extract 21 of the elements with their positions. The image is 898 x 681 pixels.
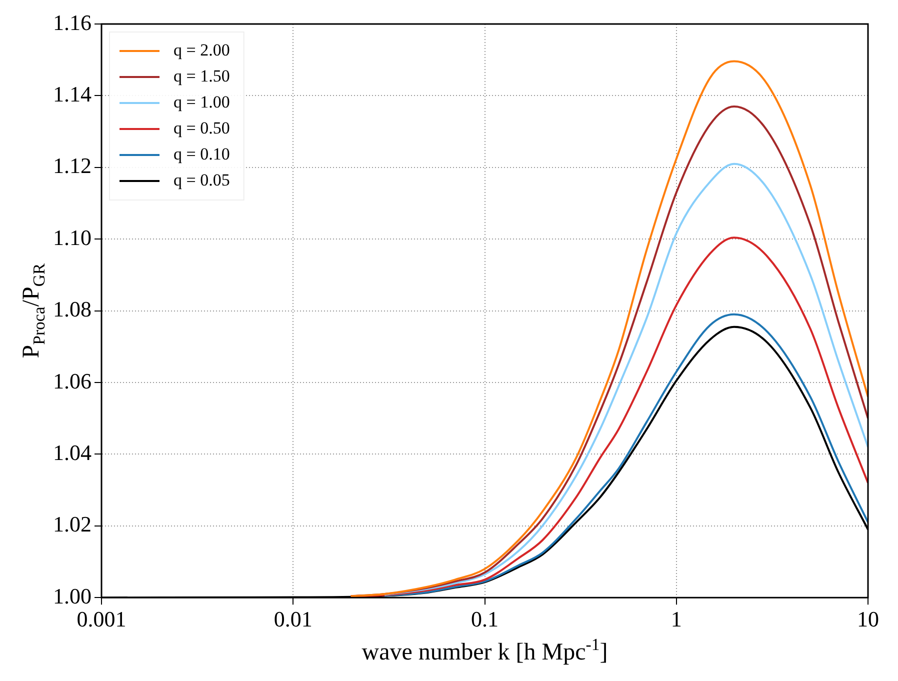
legend-label: q = 1.00 — [174, 92, 230, 112]
x-tick-label: 0.1 — [471, 606, 498, 632]
x-tick-label: 1 — [670, 606, 682, 632]
y-tick-label: 1.12 — [53, 153, 92, 178]
legend-label: q = 2.00 — [174, 40, 230, 60]
legend-label: q = 0.10 — [174, 144, 230, 164]
x-tick-label: 0.01 — [274, 606, 312, 632]
y-tick-label: 1.14 — [53, 81, 92, 106]
y-tick-label: 1.02 — [53, 512, 92, 537]
x-tick-label: 10 — [857, 606, 879, 632]
y-tick-label: 1.10 — [53, 224, 92, 250]
y-tick-label: 1.00 — [53, 583, 92, 608]
y-axis-title: PProca/PGR — [18, 262, 48, 358]
legend-label: q = 1.50 — [174, 66, 230, 86]
y-tick-label: 1.16 — [53, 10, 92, 35]
y-tick-label: 1.08 — [53, 296, 92, 322]
y-tick-label: 1.04 — [53, 440, 92, 465]
y-tick-label: 1.06 — [53, 368, 92, 394]
legend-label: q = 0.50 — [174, 118, 230, 138]
legend-label: q = 0.05 — [174, 170, 230, 190]
x-tick-label: 0.001 — [76, 606, 126, 632]
